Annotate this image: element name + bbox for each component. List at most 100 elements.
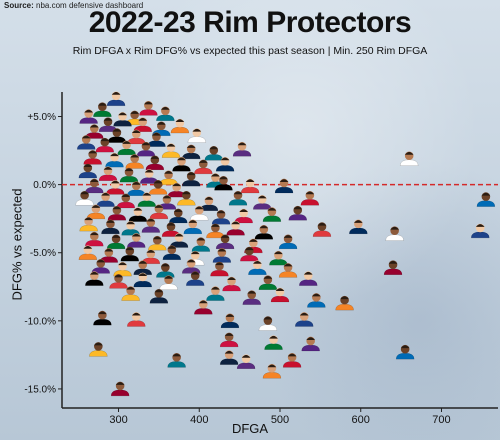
player-headshot-marker: [274, 178, 294, 194]
player-headshot-marker: [127, 233, 146, 248]
player-headshot-marker: [206, 223, 225, 239]
player-headshot-marker: [252, 195, 272, 210]
player-headshot-marker: [83, 150, 102, 165]
player-headshot-marker: [282, 353, 302, 368]
player-headshot-marker: [294, 312, 314, 327]
player-headshot-marker: [258, 316, 278, 331]
x-tick-label: 300: [109, 414, 127, 426]
player-headshot-marker: [242, 290, 261, 305]
y-tick-label: +5.0%: [27, 112, 56, 123]
player-headshot-marker: [75, 190, 94, 206]
player-headshot-marker: [169, 208, 188, 224]
player-headshot-marker: [264, 335, 283, 350]
player-headshot-marker: [300, 190, 320, 206]
player-headshot-marker: [169, 233, 189, 248]
player-headshot-marker: [187, 128, 207, 143]
player-headshot-marker: [121, 220, 140, 236]
player-headshot-marker: [190, 205, 209, 221]
player-headshot-marker: [159, 170, 178, 186]
player-headshot-marker: [248, 260, 267, 275]
player-headshot-marker: [167, 353, 186, 368]
player-headshot-marker: [172, 156, 191, 172]
player-headshot-marker: [385, 226, 404, 241]
player-headshot-marker: [270, 287, 290, 303]
player-headshot-marker: [278, 234, 298, 250]
player-headshot-marker: [185, 271, 205, 286]
player-headshot-marker: [149, 289, 169, 304]
x-tick-label: 500: [271, 414, 289, 426]
player-headshot-marker: [211, 210, 231, 225]
player-headshot-marker: [162, 245, 182, 260]
player-headshot-marker: [133, 260, 152, 275]
player-headshot-marker: [222, 276, 241, 292]
player-headshot-marker: [117, 140, 136, 156]
x-tick-label: 400: [190, 414, 208, 426]
player-headshot-marker: [109, 274, 128, 289]
player-headshot-marker: [105, 152, 124, 168]
player-headshot-marker: [101, 219, 120, 235]
y-tick-label: -10.0%: [24, 316, 56, 327]
player-headshot-marker: [148, 180, 168, 195]
source-text: nba.com defensive dashboard: [36, 1, 144, 10]
player-headshot-marker: [219, 350, 239, 365]
player-headshot-marker: [170, 118, 190, 134]
player-headshot-marker: [116, 193, 136, 209]
player-headshot-marker: [161, 222, 181, 237]
player-headshot-marker: [232, 141, 252, 157]
player-headshot-marker: [98, 166, 118, 181]
player-headshot-marker: [167, 182, 186, 198]
player-headshot-marker: [236, 354, 256, 369]
player-headshot-marker: [262, 207, 282, 222]
player-headshot-marker: [133, 117, 152, 132]
player-headshot-marker: [76, 135, 96, 150]
player-headshot-marker: [85, 124, 104, 139]
player-headshot-marker: [159, 275, 178, 290]
player-headshot-marker: [121, 286, 140, 301]
player-headshot-marker: [113, 261, 132, 277]
player-headshot-marker: [476, 192, 496, 207]
player-headshot-marker: [191, 237, 211, 252]
player-headshot-marker: [141, 218, 161, 233]
player-headshot-marker: [262, 363, 282, 379]
player-headshot-marker: [288, 205, 308, 221]
player-headshot-marker: [156, 106, 175, 122]
player-headshot-marker: [156, 263, 175, 278]
player-headshot-marker: [194, 159, 213, 175]
player-headshot-marker: [89, 342, 108, 357]
player-headshot-marker: [214, 175, 233, 191]
player-headshot-marker: [383, 260, 403, 275]
player-headshot-marker: [136, 141, 156, 157]
player-headshot-marker: [110, 381, 130, 397]
player-headshot-marker: [79, 109, 98, 124]
player-headshot-marker: [152, 121, 171, 137]
player-headshot-marker: [107, 128, 127, 143]
player-headshot-marker: [226, 220, 245, 236]
player-headshot-marker: [228, 190, 248, 206]
player-headshot-marker: [312, 222, 332, 237]
player-headshot-marker: [149, 204, 169, 220]
player-headshot-marker: [139, 169, 159, 184]
player-headshot-marker: [107, 205, 127, 221]
player-headshot-marker: [335, 295, 354, 311]
chart-title: 2022-23 Rim Protectors: [88, 6, 412, 39]
player-headshot-marker: [78, 245, 98, 260]
player-headshot-marker: [210, 261, 229, 277]
player-headshot-marker: [177, 190, 196, 206]
player-headshot-marker: [181, 259, 201, 274]
player-headshot-marker: [148, 235, 167, 251]
player-headshot-marker: [113, 111, 132, 127]
player-headshot-marker: [269, 250, 288, 266]
player-headshot-marker: [96, 192, 115, 207]
player-headshot-marker: [301, 336, 320, 352]
player-headshot-marker: [119, 167, 139, 183]
player-headshot-marker: [85, 271, 104, 286]
player-headshot-marker: [133, 272, 152, 288]
player-headshot-marker: [106, 91, 126, 107]
x-tick-label: 700: [432, 414, 450, 426]
player-headshot-marker: [395, 344, 415, 360]
player-headshot-marker: [258, 275, 278, 290]
player-headshot-marker: [85, 231, 104, 247]
player-headshot-marker: [240, 246, 259, 262]
player-headshot-marker: [145, 155, 165, 171]
